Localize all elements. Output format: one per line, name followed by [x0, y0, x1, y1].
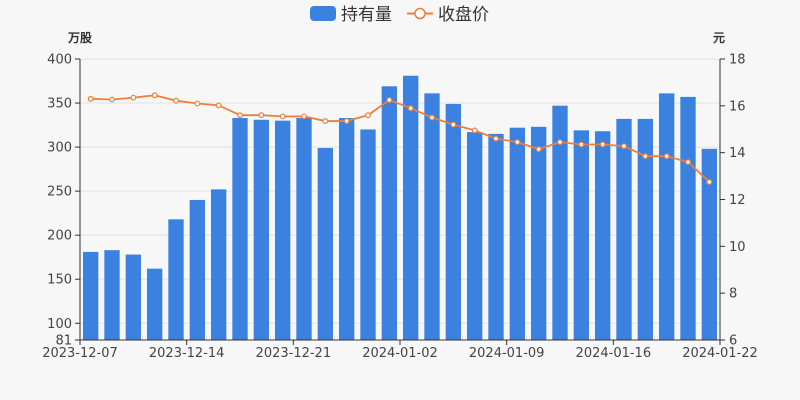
close-price-point	[109, 96, 115, 103]
close-price-point	[279, 113, 286, 120]
x-axis-tick-label: 2024-01-02	[362, 346, 438, 361]
right-axis-tick-label: 16	[729, 99, 746, 114]
holdings-bar	[658, 93, 675, 340]
x-axis-tick-label: 2024-01-16	[576, 346, 652, 361]
holdings-bar	[594, 131, 611, 340]
right-axis-tick-label: 8	[729, 287, 737, 302]
close-price-point	[173, 97, 179, 104]
x-axis-tick-label: 2023-12-21	[256, 346, 332, 361]
holdings-bar	[466, 132, 483, 340]
close-price-point	[87, 95, 94, 102]
holdings-bar	[360, 129, 376, 340]
holdings-bar	[317, 147, 334, 340]
holdings-bar	[338, 118, 355, 341]
left-axis-tick-label: 400	[47, 53, 72, 68]
holdings-bar	[509, 127, 526, 340]
grid	[80, 58, 720, 324]
close-price-point	[407, 105, 414, 112]
close-price-point	[642, 153, 649, 160]
close-price-point	[215, 102, 222, 109]
close-price-point	[599, 141, 606, 148]
right-axis-tick-label: 18	[729, 53, 746, 68]
close-price-point	[493, 135, 499, 142]
holdings-bar	[104, 250, 120, 340]
right-axis-tick-label: 10	[729, 240, 746, 255]
holdings-bar	[274, 120, 291, 341]
left-axis-unit: 万股	[67, 30, 93, 45]
holdings-bar	[210, 189, 227, 340]
holdings-bar	[680, 96, 696, 340]
holdings-bar	[637, 118, 654, 340]
close-price-point	[471, 127, 478, 134]
close-price-point	[450, 121, 457, 128]
left-axis-tick-label: 81	[55, 334, 72, 349]
close-price-point	[258, 112, 265, 119]
holdings-bar	[168, 219, 184, 340]
holdings-bar	[82, 251, 99, 340]
close-price-point	[429, 114, 435, 121]
close-price-point	[343, 118, 350, 124]
holdings-bar	[146, 268, 163, 340]
holdings-bar	[296, 118, 312, 341]
left-axis-tick-label: 300	[47, 141, 72, 156]
holdings-bar	[552, 105, 568, 340]
right-axis-unit: 元	[713, 31, 725, 45]
holdings-bars	[82, 75, 718, 341]
right-axis-tick-label: 6	[729, 334, 737, 349]
close-price-point	[194, 100, 201, 107]
close-price-point	[130, 94, 137, 101]
close-price-polyline	[90, 94, 710, 183]
left-axis-tick-label: 200	[47, 229, 72, 244]
holdings-bar	[253, 119, 270, 340]
legend[interactable]: 持有量 收盘价	[310, 5, 489, 25]
close-price-point	[535, 146, 542, 153]
holdings-bar	[616, 118, 632, 340]
holdings-bar	[189, 199, 206, 340]
axes: 81 100 150 200 250 300 350 400 6 8 10 12 14 16 18 2023-…	[42, 53, 758, 362]
right-axis-tick-label: 14	[729, 146, 746, 161]
close-price-line	[87, 92, 713, 185]
legend-line-label: 收盘价	[438, 5, 489, 25]
legend-bar-swatch	[310, 6, 336, 21]
x-axis-tick-label: 2023-12-07	[42, 346, 118, 361]
left-axis-tick-label: 150	[47, 273, 72, 288]
holdings-bar	[488, 133, 504, 340]
close-price-point	[621, 143, 627, 150]
holdings-bar	[445, 103, 462, 340]
close-price-point	[663, 153, 670, 160]
close-price-point	[685, 159, 691, 165]
close-price-point	[514, 139, 521, 146]
holdings-bar	[381, 86, 398, 340]
right-axis-tick-label: 12	[729, 193, 746, 208]
x-axis-tick-label: 2023-12-14	[149, 346, 225, 361]
holdings-bar	[125, 254, 142, 340]
holdings-bar	[573, 130, 590, 340]
x-axis-tick-label: 2024-01-09	[469, 346, 545, 361]
left-axis-tick-label: 250	[47, 185, 72, 200]
close-price-point	[237, 112, 243, 119]
legend-bar-label: 持有量	[341, 5, 392, 25]
x-axis-tick-label: 2024-01-22	[682, 346, 758, 361]
left-axis-tick-label: 100	[47, 317, 72, 332]
close-price-point	[322, 118, 329, 124]
close-price-point	[386, 97, 393, 103]
holdings-bar	[402, 75, 419, 340]
holdings-bar	[701, 148, 718, 340]
close-price-point	[151, 92, 158, 99]
close-price-point	[578, 141, 585, 148]
left-axis-tick-label: 350	[47, 97, 72, 112]
holdings-bar	[232, 118, 248, 341]
close-price-point	[557, 139, 563, 146]
close-price-point	[301, 113, 307, 120]
holdings-bar	[530, 126, 547, 341]
legend-line-marker	[414, 7, 426, 20]
close-price-point	[706, 179, 713, 185]
holdings-bar	[424, 93, 440, 340]
close-price-point	[365, 112, 371, 119]
